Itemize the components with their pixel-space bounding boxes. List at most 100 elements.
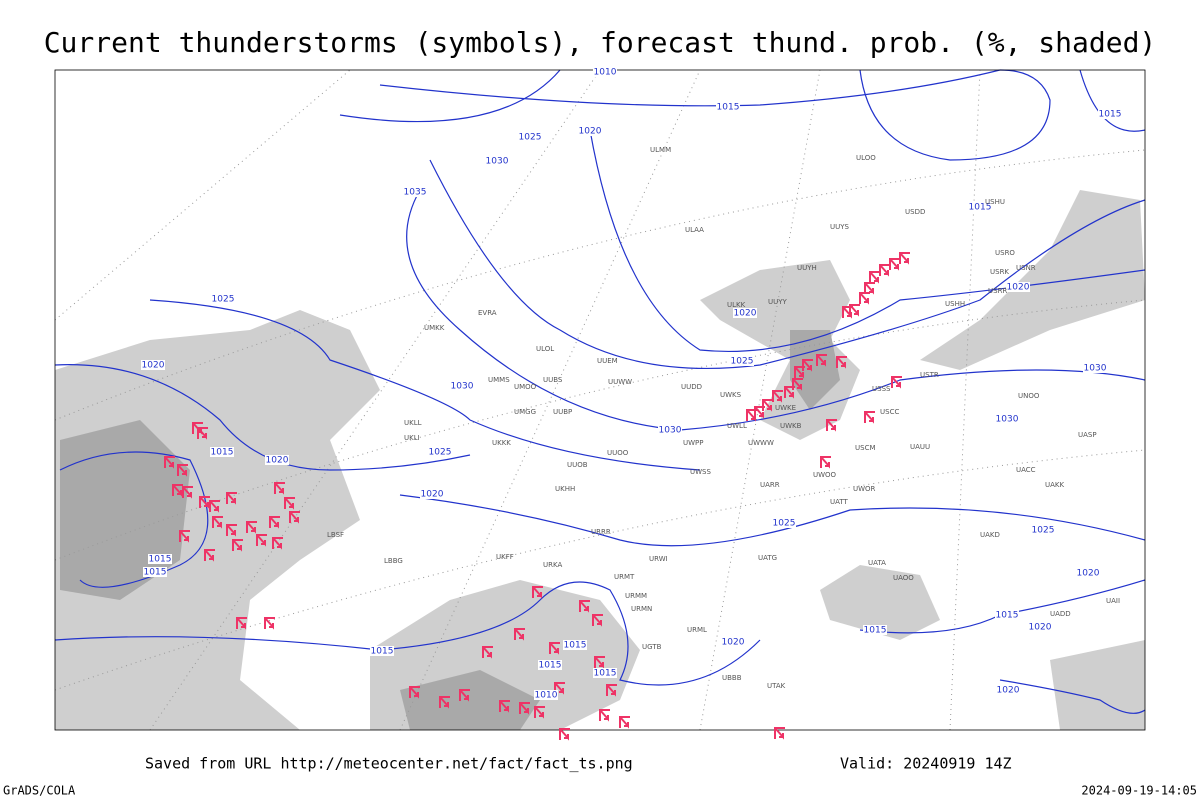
station-code: URMN — [631, 605, 652, 613]
thunderstorm-symbol — [177, 464, 188, 477]
isobar-label-bg — [265, 455, 289, 465]
station-code: UUYY — [768, 298, 788, 306]
station-code: UUYH — [797, 264, 817, 272]
map-area — [54, 69, 1146, 731]
isobar-label-bg — [968, 202, 992, 212]
isobar-label: 1025 — [773, 519, 796, 529]
station-code: USHU — [985, 198, 1005, 206]
isobar-label: 1015 — [144, 568, 167, 578]
isobar-label: 1015 — [594, 669, 617, 679]
thunderstorm-symbol — [816, 354, 827, 367]
station-code: USRK — [990, 268, 1009, 276]
isobar-label-bg — [485, 156, 509, 166]
isobar-label-bg — [721, 637, 745, 647]
thunderstorm-symbol — [599, 709, 610, 722]
isobar-label-bg — [593, 668, 617, 678]
isobar-label: 1020 — [421, 490, 444, 500]
thunderstorm-symbol — [289, 511, 300, 524]
thunderstorm-symbol — [869, 271, 880, 284]
isobar-label-bg — [428, 447, 452, 457]
isobar-label: 1015 — [996, 611, 1019, 621]
isobar-label: 1030 — [659, 426, 682, 436]
timestamp: 2024-09-19-14:05 — [1081, 784, 1197, 798]
station-code: UMKK — [424, 324, 445, 332]
isobar-label: 1020 — [1077, 569, 1100, 579]
station-code: LBSF — [327, 531, 344, 539]
isobar-label: 1020 — [579, 127, 602, 137]
isobar-label: 1020 — [1007, 283, 1030, 293]
thunderstorm-symbol — [172, 484, 183, 497]
station-code: UADD — [1050, 610, 1071, 618]
thunderstorm-symbol — [549, 642, 560, 655]
station-code: UAKK — [1045, 481, 1065, 489]
isobar-label: 1025 — [1032, 526, 1055, 536]
isobar-label: 1015 — [864, 626, 887, 636]
isobar-label-bg — [1083, 363, 1107, 373]
station-code: UWKS — [720, 391, 742, 399]
station-code: ULAA — [685, 226, 704, 234]
station-code: UUOO — [607, 449, 629, 457]
station-code: URMT — [614, 573, 635, 581]
thunderstorm-symbol — [891, 376, 902, 389]
thunderstorm-symbol — [774, 727, 785, 740]
thunderstorm-symbol — [519, 702, 530, 715]
isobar-label: 1025 — [731, 357, 754, 367]
station-code: UTAK — [767, 682, 786, 690]
thunderstorm-symbol — [272, 537, 283, 550]
software-credit: GrADS/COLA — [3, 784, 76, 798]
isobar-label-bg — [1098, 109, 1122, 119]
isobar-label: 1010 — [535, 691, 558, 701]
thunderstorm-symbol — [226, 524, 237, 537]
isobar-label-bg — [578, 126, 602, 136]
thunderstorm-symbol — [212, 516, 223, 529]
thunderstorm-symbol — [439, 696, 450, 709]
isobar-label-bg — [148, 554, 172, 564]
thunderstorm-symbol — [772, 390, 783, 403]
isobar-label-bg — [658, 425, 682, 435]
isobar-label-bg — [143, 567, 167, 577]
isobar-label-bg — [772, 518, 796, 528]
isobar-label-bg — [996, 685, 1020, 695]
station-code: UAKD — [980, 531, 1000, 539]
station-code: UATT — [830, 498, 849, 506]
station-code: UARR — [760, 481, 780, 489]
thunderstorm-symbol — [409, 686, 420, 699]
station-code: USDD — [905, 208, 925, 216]
thunderstorm-symbol — [746, 409, 757, 422]
station-code: UWPP — [683, 439, 704, 447]
isobar-label: 1020 — [1029, 623, 1052, 633]
station-code: UUOB — [567, 461, 588, 469]
isobar-label: 1015 — [717, 103, 740, 113]
isobar-label-bg — [593, 67, 617, 77]
station-code: USSS — [872, 385, 891, 393]
source-url: Saved from URL http://meteocenter.net/fa… — [145, 755, 633, 773]
station-code: URWI — [649, 555, 668, 563]
station-code: ULMM — [650, 146, 671, 154]
station-code: UUDD — [681, 383, 702, 391]
station-code: UWOO — [813, 471, 837, 479]
station-code: UAOO — [893, 574, 914, 582]
isobar-label-bg — [403, 187, 427, 197]
isobar-label: 1035 — [404, 188, 427, 198]
isobar-label-bg — [538, 660, 562, 670]
isobar-label-bg — [995, 610, 1019, 620]
thunderstorm-symbol — [209, 500, 220, 513]
thunderstorm-symbol — [864, 411, 875, 424]
station-code: UKLL — [404, 419, 422, 427]
station-code: UAII — [1106, 597, 1120, 605]
station-code: UUYS — [830, 223, 850, 231]
thunderstorm-symbol — [619, 716, 630, 729]
thunderstorm-symbol — [182, 486, 193, 499]
thunderstorm-symbol — [579, 600, 590, 613]
station-code: UKLI — [404, 434, 420, 442]
thunderstorm-symbol — [559, 728, 570, 741]
station-code: UWWW — [748, 439, 774, 447]
thunderstorm-symbol — [889, 258, 900, 271]
isobars — [54, 69, 1146, 714]
station-code: URKA — [543, 561, 562, 569]
thunderstorm-symbol — [606, 684, 617, 697]
thunderstorm-symbol — [842, 306, 853, 319]
station-code: EVRA — [478, 309, 497, 317]
isobar-label: 1015 — [969, 203, 992, 213]
thunderstorm-symbol — [534, 706, 545, 719]
